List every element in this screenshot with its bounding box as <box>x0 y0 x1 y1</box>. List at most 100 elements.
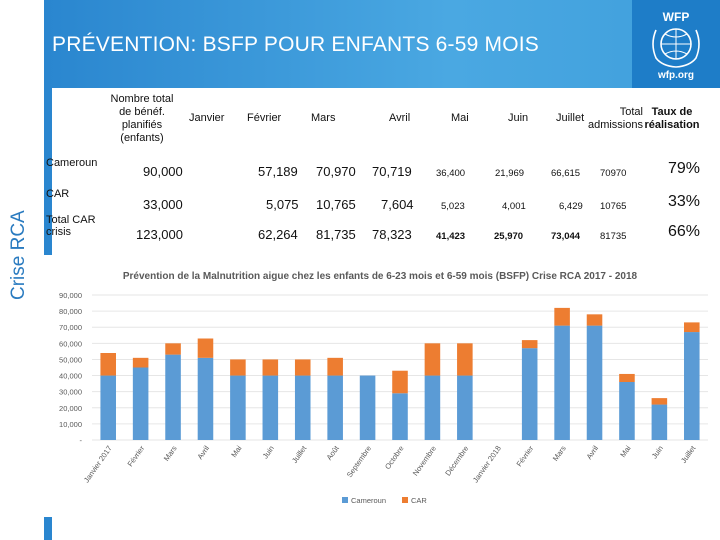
row-label: CAR <box>46 188 70 200</box>
bar-cameroun <box>230 375 246 440</box>
cell-total: 70970 <box>600 168 627 179</box>
cell-planned: 33,000 <box>143 197 183 212</box>
header-taux: Taux de réalisation <box>644 106 700 131</box>
header-total: Total admissions <box>587 106 643 131</box>
bar-car <box>586 314 603 326</box>
cell-juin: 4,001 <box>502 201 526 212</box>
bar-cameroun <box>100 375 116 440</box>
x-tick-label: Octobre <box>383 444 406 471</box>
y-tick-label: 10,000 <box>59 420 82 429</box>
cell-fevrier: 5,075 <box>266 197 299 212</box>
cell-fevrier: 62,264 <box>258 227 298 242</box>
y-tick-label: - <box>80 436 83 445</box>
cell-fevrier: 57,189 <box>258 164 298 179</box>
bar-cameroun <box>651 404 668 440</box>
bar-car <box>100 353 116 376</box>
x-tick-label: Mai <box>618 444 632 459</box>
cell-avril: 7,604 <box>381 197 414 212</box>
y-tick-label: 90,000 <box>59 291 82 300</box>
bar-car <box>262 359 279 376</box>
x-axis-ticks: Janvier 2017 Février Mars Avril Mai Juin Juill… <box>82 443 698 484</box>
x-tick-label: Juillet <box>679 443 698 465</box>
bar-cameroun <box>132 367 149 440</box>
stacked-bar-chart: Prévention de la Malnutrition aigue chez… <box>59 271 708 505</box>
wheat-emblem-icon <box>652 28 700 68</box>
header-mars: Mars <box>311 112 336 124</box>
side-label: Crise RCA <box>8 210 29 300</box>
cell-planned: 123,000 <box>136 227 183 242</box>
header-juillet: Juillet <box>556 112 585 124</box>
chart-title: Prévention de la Malnutrition aigue chez… <box>123 271 638 282</box>
cell-avril: 70,719 <box>372 164 412 179</box>
cell-taux: 79% <box>668 160 701 177</box>
bar-car <box>554 307 570 326</box>
bar-cameroun <box>554 325 570 440</box>
y-axis-ticks: - 10,000 20,000 30,000 40,000 50,000 60,000 70,… <box>59 291 82 445</box>
bar-cameroun <box>619 382 635 440</box>
cell-taux: 66% <box>668 223 701 240</box>
x-tick-label: Février <box>515 444 536 469</box>
x-tick-label: Avril <box>585 444 601 461</box>
x-tick-label: Janvier 2017 <box>82 444 114 484</box>
x-tick-label: Avril <box>195 444 211 461</box>
bar-cameroun <box>684 332 700 440</box>
cell-planned: 90,000 <box>143 164 183 179</box>
title-banner <box>44 0 720 88</box>
y-tick-label: 20,000 <box>59 404 82 413</box>
x-tick-label: Mars <box>162 444 179 463</box>
cell-taux: 33% <box>668 193 701 210</box>
header-planned: Nombre total de bénéf. planifiés (enfant… <box>110 93 174 144</box>
gridlines <box>92 294 708 441</box>
row-label: Total CAR crisis <box>46 214 96 238</box>
bar-cameroun <box>392 393 408 440</box>
bar-cameroun <box>327 375 343 440</box>
bar-car <box>619 373 635 382</box>
bar-car <box>132 357 149 368</box>
bar-cameroun <box>586 325 603 440</box>
row-label: Cameroun <box>46 157 98 169</box>
legend-swatch <box>402 497 408 503</box>
bar-cameroun <box>521 348 538 440</box>
bar-cameroun <box>262 375 279 440</box>
x-tick-label: Juin <box>261 444 276 460</box>
cell-juillet: 6,429 <box>559 201 583 212</box>
bar-cameroun <box>294 375 311 440</box>
bar-car <box>294 359 311 376</box>
x-tick-label: Décembre <box>443 444 470 478</box>
cell-mai: 5,023 <box>441 201 465 212</box>
cell-mars: 81,735 <box>316 227 356 242</box>
x-tick-label: Février <box>126 444 147 469</box>
bar-cameroun <box>165 354 181 440</box>
header-mai: Mai <box>451 112 469 124</box>
cell-total: 81735 <box>600 231 627 242</box>
bar-cameroun <box>457 375 473 440</box>
header-juin: Juin <box>508 112 529 124</box>
bar-car <box>684 322 700 333</box>
page-title: PRÉVENTION: BSFP POUR ENFANTS 6-59 MOIS <box>52 33 540 56</box>
header-janvier: Janvier <box>189 112 225 124</box>
x-tick-label: Juin <box>650 444 665 460</box>
legend-label: CAR <box>411 496 427 505</box>
left-strip <box>0 0 44 88</box>
bar-car <box>521 340 538 349</box>
bar-car <box>230 359 246 376</box>
header-fevrier: Février <box>247 112 282 124</box>
cell-mai: 41,423 <box>436 231 466 242</box>
wfp-logo: WFP wfp.org <box>632 0 720 88</box>
cell-juin: 21,969 <box>495 168 525 179</box>
bar-cameroun <box>197 357 214 440</box>
y-tick-label: 80,000 <box>59 307 82 316</box>
bar-cameroun <box>424 375 441 440</box>
x-tick-label: Mai <box>229 444 243 459</box>
x-tick-label: Mars <box>551 444 568 463</box>
x-tick-label: Août <box>325 443 342 462</box>
legend-label: Cameroun <box>351 496 386 505</box>
y-tick-label: 70,000 <box>59 323 82 332</box>
cell-juin: 25,970 <box>494 231 524 242</box>
cell-mai: 36,400 <box>436 168 466 179</box>
bar-car <box>165 343 181 355</box>
cell-juillet: 73,044 <box>551 231 581 242</box>
header-avril: Avril <box>389 112 411 124</box>
bar-car <box>392 370 408 394</box>
logo-top-text: WFP <box>662 10 690 24</box>
